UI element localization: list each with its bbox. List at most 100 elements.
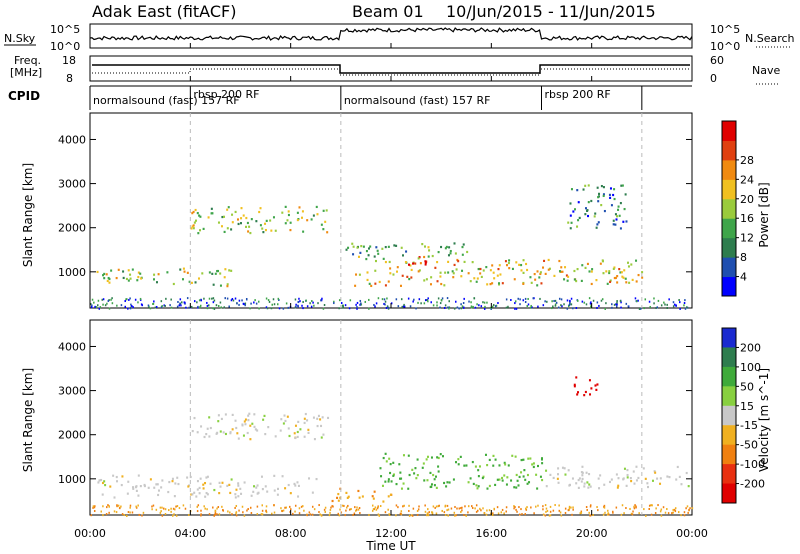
echo-cell: [264, 222, 267, 225]
echo-cell: [100, 478, 103, 482]
echo-cell: [527, 297, 529, 300]
echo-cell: [174, 508, 176, 511]
echo-cell: [223, 306, 226, 309]
echo-cell: [356, 307, 358, 310]
echo-cell: [675, 304, 677, 307]
echo-cell: [589, 514, 592, 517]
echo-cell: [558, 297, 561, 300]
echo-cell: [268, 300, 271, 303]
echo-cell: [352, 514, 354, 517]
echo-cell: [365, 257, 368, 261]
echo-cell: [375, 508, 378, 511]
echo-cell: [539, 475, 542, 478]
echo-cell: [587, 184, 590, 187]
echo-cell: [277, 297, 280, 300]
colorbar-tick-label: 200: [740, 341, 761, 354]
echo-cell: [615, 473, 618, 476]
echo-cell: [308, 477, 311, 480]
echo-cell: [280, 507, 282, 510]
echo-cell: [438, 504, 440, 507]
colorbar-tick-label: 8: [740, 251, 747, 264]
echo-cell: [575, 279, 578, 283]
echo-cell: [492, 512, 494, 515]
echo-cell: [101, 481, 104, 485]
echo-cell: [392, 473, 395, 476]
echo-cell: [540, 282, 543, 285]
echo-cell: [573, 269, 576, 273]
echo-cell: [197, 277, 200, 280]
echo-cell: [570, 303, 573, 306]
echo-cell: [505, 506, 508, 509]
echo-cell: [663, 301, 665, 304]
cpid-segment-label: normalsound (fast) 157 RF: [344, 94, 491, 107]
echo-cell: [422, 462, 425, 465]
echo-cell: [572, 508, 574, 511]
echo-cell: [378, 514, 381, 517]
echo-cell: [231, 297, 234, 300]
echo-cell: [625, 281, 628, 284]
echo-cell: [436, 304, 438, 307]
echo-cell: [426, 455, 429, 458]
echo-cell: [673, 508, 676, 511]
colorbar-tick-label: 28: [740, 154, 754, 167]
echo-cell: [264, 228, 267, 232]
echo-cell: [249, 424, 252, 427]
echo-cell: [580, 511, 583, 514]
echo-cell: [525, 507, 527, 510]
echo-cell: [227, 510, 229, 513]
echo-cell: [603, 209, 606, 213]
echo-cell: [589, 393, 592, 396]
echo-cell: [353, 512, 356, 515]
echo-cell: [447, 271, 450, 274]
echo-cell: [483, 301, 486, 304]
echo-cell: [599, 262, 602, 265]
echo-cell: [108, 299, 110, 302]
echo-cell: [423, 255, 426, 259]
echo-cell: [446, 504, 449, 507]
echo-cell: [613, 188, 616, 191]
echo-cell: [567, 221, 570, 224]
echo-cell: [175, 505, 177, 508]
echo-cell: [533, 272, 536, 276]
echo-cell: [329, 508, 332, 511]
echo-cell: [655, 307, 657, 310]
echo-cell: [129, 504, 132, 507]
echo-cell: [240, 217, 243, 220]
echo-cell: [295, 305, 297, 308]
echo-cell: [561, 466, 564, 469]
echo-cell: [208, 297, 211, 300]
echo-cell: [431, 254, 434, 258]
echo-cell: [558, 509, 561, 512]
echo-cell: [287, 213, 290, 217]
echo-cell: [542, 505, 544, 508]
echo-cell: [624, 193, 627, 196]
echo-cell: [447, 254, 450, 257]
echo-cell: [224, 432, 227, 436]
echo-cell: [240, 207, 243, 210]
echo-cell: [456, 507, 458, 510]
echo-cell: [235, 512, 237, 515]
echo-cell: [612, 267, 615, 270]
echo-cell: [349, 299, 352, 302]
echo-cell: [234, 210, 237, 214]
echo-cell: [204, 507, 206, 510]
echo-cell: [596, 383, 599, 386]
echo-cell: [616, 303, 618, 306]
echo-cell: [520, 458, 523, 462]
echo-cell: [260, 513, 263, 516]
echo-cell: [310, 218, 313, 221]
echo-cell: [461, 245, 464, 249]
echo-cell: [223, 230, 226, 234]
echo-cell: [485, 265, 488, 269]
echo-cell: [355, 303, 357, 306]
xtick-label: 08:00: [275, 527, 307, 540]
echo-cell: [282, 509, 285, 512]
echo-cell: [143, 483, 146, 487]
echo-cell: [537, 305, 539, 308]
echo-cell: [219, 301, 222, 304]
echo-cell: [327, 416, 330, 420]
echo-cell: [402, 305, 405, 308]
echo-cell: [110, 269, 113, 272]
echo-cell: [626, 476, 629, 479]
echo-cell: [264, 432, 267, 436]
